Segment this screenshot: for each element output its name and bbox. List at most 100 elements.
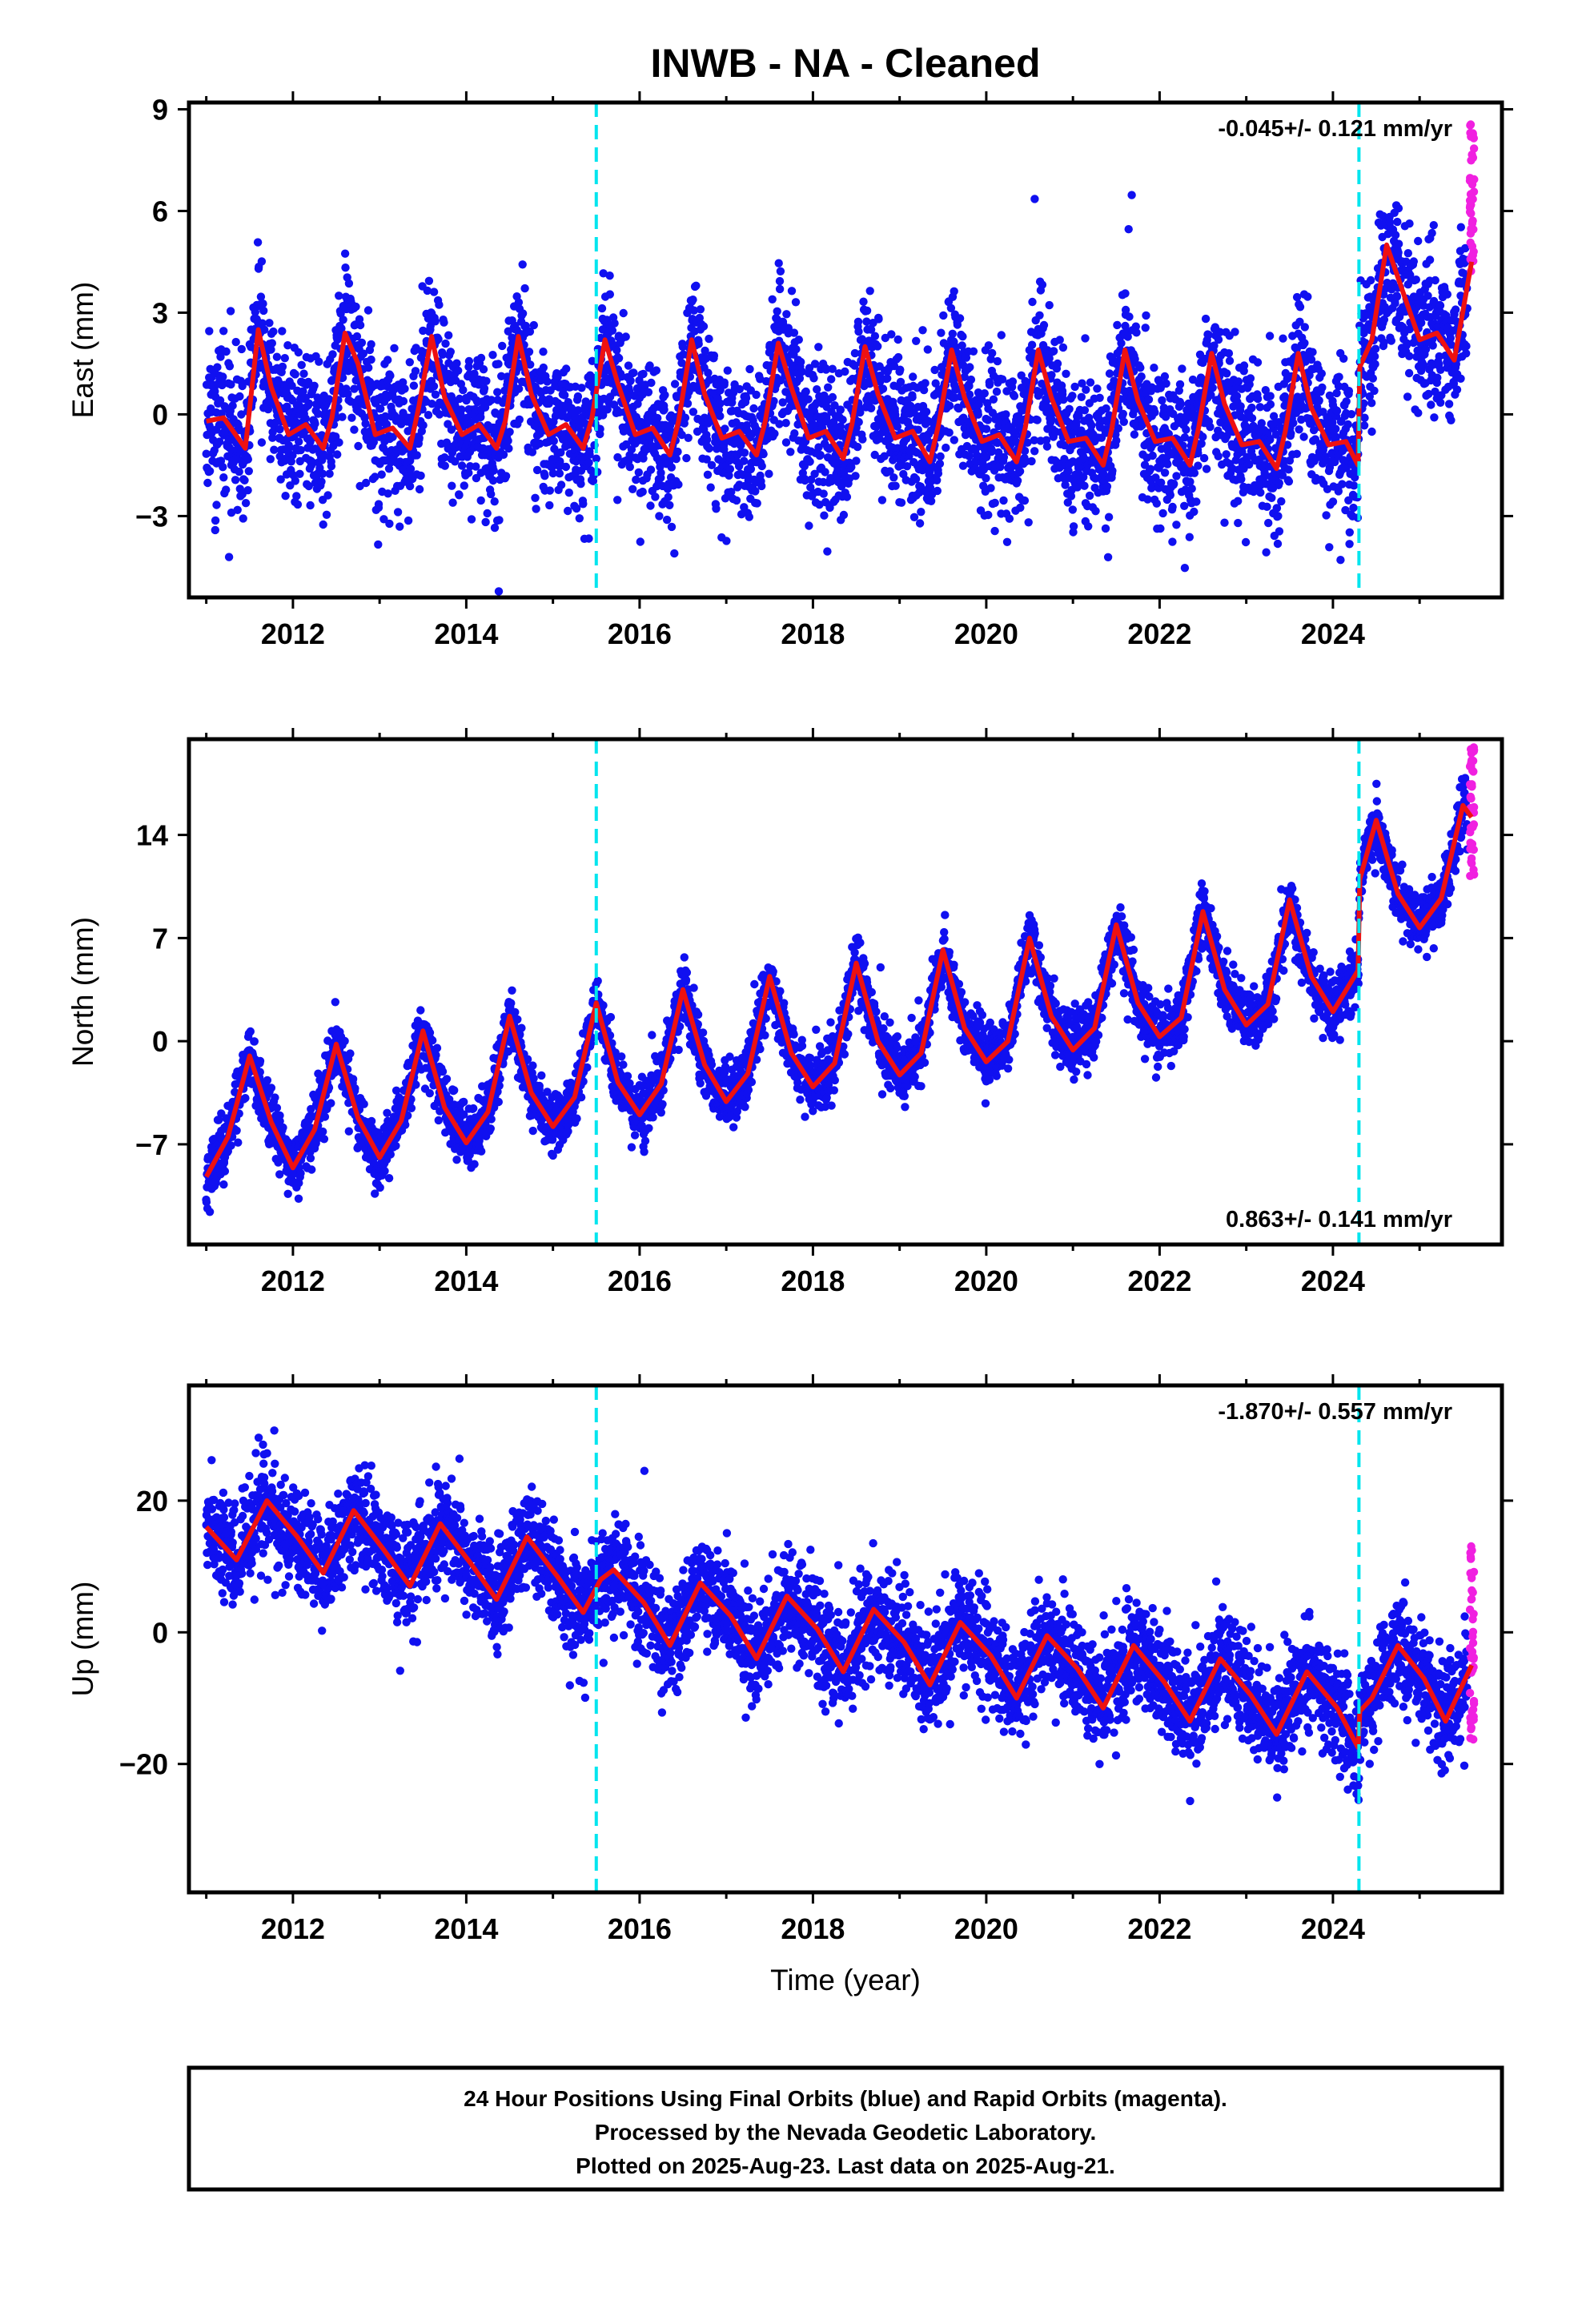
east-final-orbit-point — [350, 425, 359, 434]
east-final-orbit-point — [525, 327, 535, 336]
east-final-orbit-point — [1433, 373, 1442, 382]
east-final-orbit-point — [276, 475, 285, 484]
east-final-orbit-point — [634, 468, 643, 477]
east-final-orbit-point — [213, 363, 222, 372]
east-rapid-orbit-point — [1468, 217, 1477, 226]
east-final-orbit-point — [1262, 548, 1271, 557]
east-final-orbit-point — [866, 325, 876, 334]
east-final-orbit-point — [982, 474, 990, 483]
east-final-orbit-point — [304, 481, 313, 491]
east-final-orbit-point — [1452, 385, 1462, 394]
east-final-orbit-point — [893, 335, 902, 344]
east-final-orbit-point — [702, 455, 711, 464]
east-final-orbit-point — [1207, 391, 1215, 400]
north-final-orbit-point — [234, 1138, 243, 1147]
east-final-orbit-point — [203, 478, 212, 488]
east-final-orbit-point — [324, 395, 334, 404]
east-final-orbit-point — [870, 332, 880, 340]
east-final-orbit-point — [1236, 402, 1245, 411]
east-final-orbit-point — [219, 473, 228, 482]
east-final-orbit-point — [672, 454, 681, 464]
east-final-orbit-point — [1194, 448, 1203, 458]
east-final-orbit-point — [1080, 406, 1090, 415]
east-final-orbit-point — [347, 413, 356, 422]
east-final-orbit-point — [295, 469, 304, 478]
east-final-orbit-point — [1112, 436, 1121, 445]
east-final-orbit-point — [1368, 374, 1378, 383]
north-final-orbit-points — [202, 774, 1472, 1216]
east-final-orbit-point — [990, 498, 999, 508]
east-final-orbit-point — [1045, 354, 1054, 363]
east-final-orbit-point — [999, 496, 1008, 505]
east-final-orbit-point — [990, 526, 999, 536]
east-final-orbit-point — [1245, 460, 1254, 469]
east-final-orbit-point — [891, 481, 900, 490]
east-final-orbit-point — [1002, 410, 1010, 419]
east-final-orbit-point — [854, 327, 863, 336]
east-final-orbit-point — [939, 311, 948, 320]
east-final-orbit-point — [681, 413, 690, 422]
east-final-orbit-point — [1344, 387, 1354, 396]
east-final-orbit-point — [625, 462, 634, 472]
east-final-orbit-point — [850, 348, 860, 358]
east-final-orbit-point — [383, 356, 392, 364]
east-final-orbit-point — [1275, 527, 1284, 536]
east-final-orbit-point — [343, 389, 352, 399]
east-final-orbit-point — [415, 433, 424, 443]
east-final-orbit-point — [1303, 292, 1312, 301]
east-final-orbit-point — [1308, 348, 1317, 356]
east-final-orbit-point — [419, 420, 428, 430]
east-final-orbit-point — [287, 381, 296, 390]
east-final-orbit-point — [1065, 404, 1074, 413]
east-final-orbit-point — [400, 384, 409, 393]
east-final-orbit-point — [304, 399, 314, 408]
east-final-orbit-point — [1030, 436, 1039, 444]
east-model-fit-line — [206, 242, 1475, 472]
east-final-orbit-point — [1414, 408, 1423, 417]
east-final-orbit-point — [390, 344, 399, 352]
east-final-orbit-point — [1345, 528, 1355, 537]
east-final-orbit-point — [1391, 231, 1400, 239]
east-final-orbit-point — [1030, 447, 1039, 456]
east-final-orbit-point — [1215, 328, 1225, 336]
east-final-orbit-point — [787, 287, 797, 296]
east-final-orbit-point — [795, 374, 805, 383]
east-final-orbit-point — [1027, 456, 1036, 466]
east-final-orbit-point — [297, 360, 306, 369]
east-final-orbit-point — [608, 326, 617, 335]
east-final-orbit-point — [444, 369, 453, 379]
east-final-orbit-point — [942, 443, 950, 452]
east-final-orbit-point — [1423, 292, 1432, 300]
east-final-orbit-point — [1124, 225, 1133, 234]
east-final-orbit-point — [311, 419, 319, 428]
east-final-orbit-point — [240, 476, 249, 485]
east-final-orbit-point — [504, 436, 512, 445]
east-final-orbit-point — [775, 284, 785, 294]
east-final-orbit-point — [921, 408, 931, 416]
east-final-orbit-point — [543, 377, 552, 386]
east-final-orbit-point — [841, 367, 849, 376]
east-final-orbit-point — [579, 500, 588, 509]
east-final-orbit-point — [233, 505, 242, 514]
east-rapid-orbit-point — [1467, 209, 1476, 218]
east-final-orbit-point — [1222, 450, 1231, 459]
east-final-orbit-point — [1187, 485, 1196, 493]
east-final-orbit-point — [1087, 421, 1096, 430]
east-final-orbit-point — [1429, 221, 1439, 230]
east-final-orbit-point — [1202, 464, 1211, 473]
east-final-orbit-point — [937, 328, 946, 337]
east-final-orbit-point — [792, 344, 801, 354]
east-final-orbit-point — [518, 309, 528, 318]
east-final-orbit-point — [915, 519, 925, 528]
east-final-orbit-point — [325, 469, 334, 478]
east-final-orbit-point — [706, 483, 715, 492]
east-final-orbit-point — [374, 500, 383, 509]
east-final-orbit-point — [1295, 303, 1305, 312]
east-final-orbit-point — [444, 331, 453, 340]
east-rapid-orbit-point — [1469, 187, 1479, 196]
east-final-orbit-point — [997, 331, 1006, 340]
east-final-orbit-point — [322, 510, 331, 519]
east-final-orbit-point — [212, 501, 221, 509]
east-final-orbit-point — [1170, 480, 1178, 489]
east-final-orbit-point — [1424, 389, 1433, 399]
